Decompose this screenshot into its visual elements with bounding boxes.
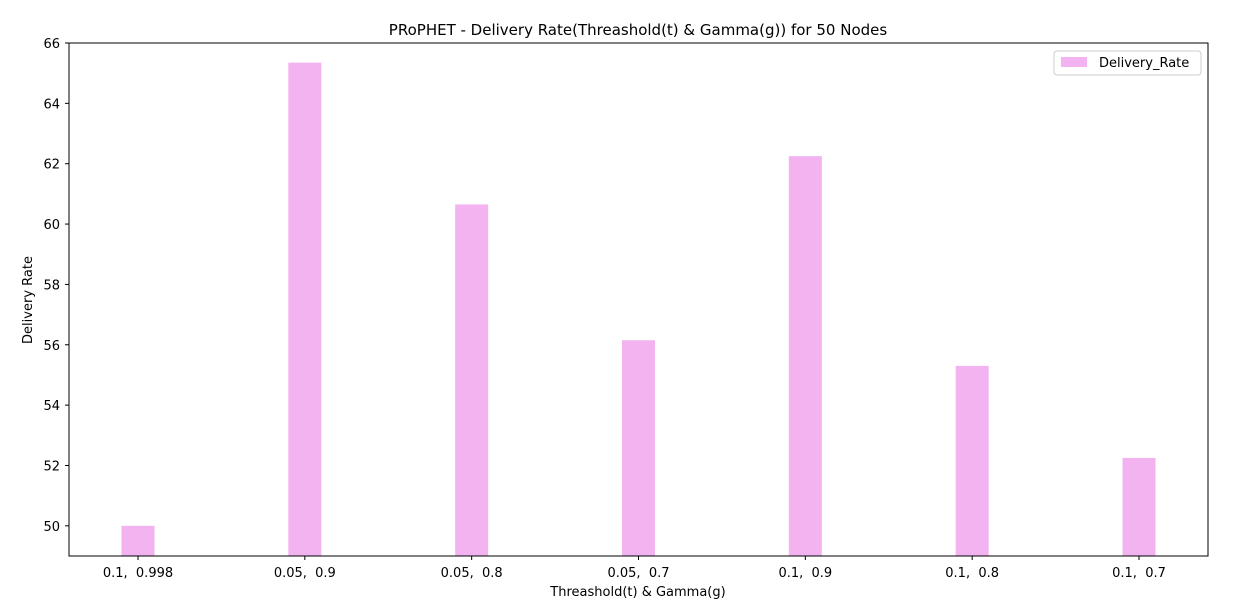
x-tick-label-3: 0.05, 0.7 bbox=[607, 566, 669, 581]
y-tick-label-1: 52 bbox=[43, 459, 60, 474]
legend: Delivery_Rate bbox=[1053, 50, 1202, 76]
legend-swatch bbox=[1061, 57, 1087, 67]
bar-1 bbox=[288, 62, 322, 557]
y-tick-label-8: 66 bbox=[43, 37, 60, 52]
x-axis-label: Threashold(t) & Gamma(g) bbox=[549, 585, 725, 600]
legend-box bbox=[1053, 50, 1202, 76]
x-tick-label-2: 0.05, 0.8 bbox=[441, 566, 503, 581]
chart-title: PRoPHET - Delivery Rate(Threashold(t) & … bbox=[389, 21, 888, 39]
x-axis-ticks: 0.1, 0.998 0.05, 0.9 0.05, 0.8 0.05, 0.7 0.1… bbox=[103, 556, 1166, 581]
y-tick-label-2: 54 bbox=[43, 399, 60, 414]
y-tick-label-4: 58 bbox=[43, 278, 60, 293]
plot-frame bbox=[68, 42, 1209, 557]
bar-2 bbox=[455, 204, 489, 556]
y-tick-label-3: 56 bbox=[43, 339, 60, 354]
legend-label: Delivery_Rate bbox=[1099, 56, 1189, 71]
bars-group bbox=[121, 62, 1156, 557]
bar-0 bbox=[121, 525, 155, 556]
x-tick-label-6: 0.1, 0.7 bbox=[1112, 566, 1166, 581]
y-axis-label: Delivery Rate bbox=[21, 256, 36, 344]
bar-5 bbox=[955, 365, 989, 556]
y-tick-label-5: 60 bbox=[43, 218, 60, 233]
y-tick-label-6: 62 bbox=[43, 158, 60, 173]
bar-6 bbox=[1122, 457, 1156, 556]
bar-3 bbox=[622, 340, 655, 556]
y-tick-label-7: 64 bbox=[43, 97, 60, 112]
x-tick-label-0: 0.1, 0.998 bbox=[103, 566, 173, 581]
bar-4 bbox=[788, 156, 822, 556]
x-tick-label-5: 0.1, 0.8 bbox=[945, 566, 999, 581]
x-tick-label-1: 0.05, 0.9 bbox=[274, 566, 336, 581]
y-axis-ticks: 50 52 54 56 58 60 62 64 66 bbox=[43, 37, 69, 535]
x-tick-label-4: 0.1, 0.9 bbox=[778, 566, 832, 581]
y-tick-label-0: 50 bbox=[43, 520, 60, 535]
